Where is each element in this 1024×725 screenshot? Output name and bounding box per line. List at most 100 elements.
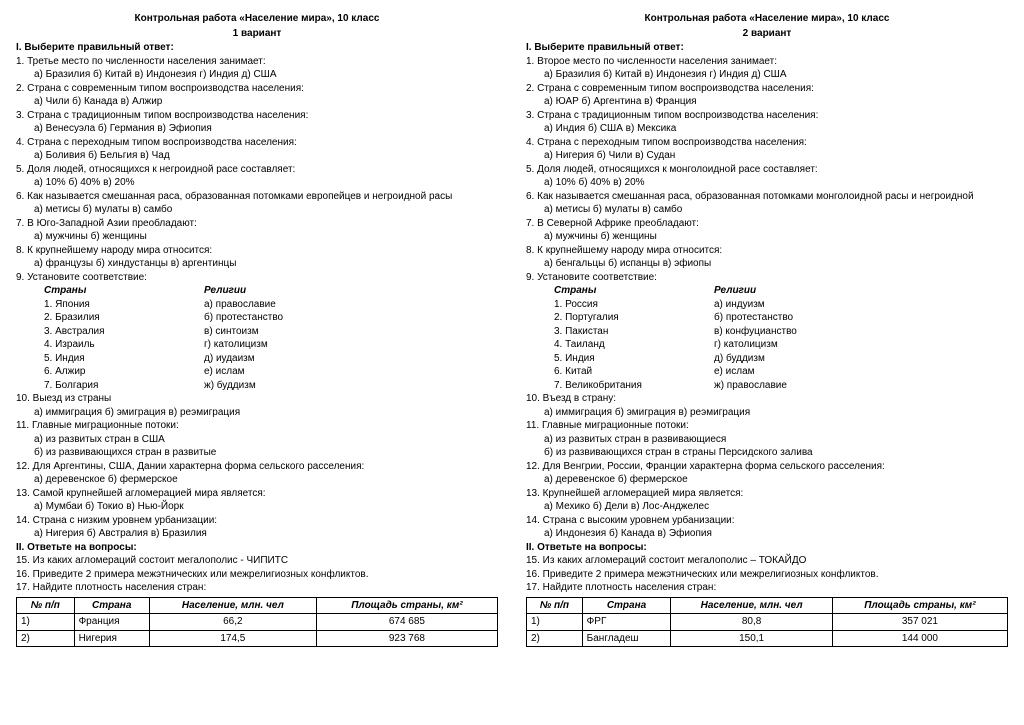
q4: 4. Страна с переходным типом воспроизвод… [16,136,498,150]
table-cell: 923 768 [316,630,497,647]
q11b: б) из развивающихся стран в развитые [16,446,498,460]
q6-opts: а) метисы б) мулаты в) самбо [526,203,1008,217]
variant-1: Контрольная работа «Население мира», 10 … [16,12,498,647]
q5: 5. Доля людей, относящихся к монголоидно… [526,163,1008,177]
q11b: б) из развивающихся стран в страны Перси… [526,446,1008,460]
q8-opts: а) бенгальцы б) испанцы в) эфиопы [526,257,1008,271]
match-row: 5. Индияд) буддизм [526,352,1008,366]
q12-opts: а) деревенское б) фермерское [16,473,498,487]
q10: 10. Выезд из страны [16,392,498,406]
q13: 13. Крупнейшей агломерацией мира являетс… [526,487,1008,501]
subtitle: 1 вариант [16,27,498,41]
q10: 10. Въезд в страну: [526,392,1008,406]
q17: 17. Найдите плотность населения стран: [16,581,498,595]
match-religion: д) иудаизм [204,352,498,366]
q13-opts: а) Мумбаи б) Токио в) Нью-Йорк [16,500,498,514]
q13-opts: а) Мехико б) Дели в) Лос-Анджелес [526,500,1008,514]
table-cell: 174,5 [149,630,316,647]
q7: 7. В Юго-Западной Азии преобладают: [16,217,498,231]
table-row: 2)Нигерия174,5923 768 [17,630,498,647]
match-row: 1. Россияа) индуизм [526,298,1008,312]
match-row: 4. Израильг) католицизм [16,338,498,352]
table-cell: 2) [17,630,75,647]
match-rows-2: 1. Россияа) индуизм2. Португалияб) проте… [526,298,1008,393]
match-row: 6. Алжире) ислам [16,365,498,379]
q14-opts: а) Нигерия б) Австралия в) Бразилия [16,527,498,541]
match-country: 4. Таиланд [526,338,714,352]
q1-opts: а) Бразилия б) Китай в) Индонезия г) Инд… [526,68,1008,82]
table-2: № п/пСтранаНаселение, млн. челПлощадь ст… [526,597,1008,648]
q10-opts: а) иммиграция б) эмиграция в) реэмиграци… [526,406,1008,420]
table-header: Страна [582,597,671,614]
q4-opts: а) Боливия б) Бельгия в) Чад [16,149,498,163]
match-h2: Религии [204,284,498,298]
table-row: 1)Франция66,2674 685 [17,614,498,631]
q14-opts: а) Индонезия б) Канада в) Эфиопия [526,527,1008,541]
table-cell: 144 000 [832,630,1007,647]
match-religion: б) протестанство [204,311,498,325]
q1: 1. Второе место по численности населения… [526,55,1008,69]
table-cell: 2) [527,630,583,647]
match-country: 2. Португалия [526,311,714,325]
q16: 16. Приведите 2 примера межэтнических ил… [526,568,1008,582]
q7-opts: а) мужчины б) женщины [16,230,498,244]
table-header: Население, млн. чел [149,597,316,614]
match-row: 2. Португалияб) протестанство [526,311,1008,325]
q13: 13. Самой крупнейшей агломерацией мира я… [16,487,498,501]
match-religion: ж) православие [714,379,1008,393]
table-1: № п/пСтранаНаселение, млн. челПлощадь ст… [16,597,498,648]
q14: 14. Страна с высоким уровнем урбанизации… [526,514,1008,528]
q8-opts: а) французы б) хиндустанцы в) аргентинцы [16,257,498,271]
table-header: Площадь страны, км² [832,597,1007,614]
q9: 9. Установите соответствие: [16,271,498,285]
q5-opts: а) 10% б) 40% в) 20% [526,176,1008,190]
q11: 11. Главные миграционные потоки: [16,419,498,433]
q12: 12. Для Аргентины, США, Дании характерна… [16,460,498,474]
section-2: II. Ответьте на вопросы: [526,541,1008,555]
match-row: 2. Бразилияб) протестанство [16,311,498,325]
q1-opts: а) Бразилия б) Китай в) Индонезия г) Инд… [16,68,498,82]
section-1: I. Выберите правильный ответ: [526,41,1008,55]
q2: 2. Страна с современным типом воспроизво… [16,82,498,96]
match-religion: а) православие [204,298,498,312]
q3: 3. Страна с традиционным типом воспроизв… [16,109,498,123]
section-2: II. Ответьте на вопросы: [16,541,498,555]
variant-2: Контрольная работа «Население мира», 10 … [526,12,1008,647]
match-country: 7. Болгария [16,379,204,393]
q11a: а) из развитых стран в США [16,433,498,447]
q8: 8. К крупнейшему народу мира относится: [16,244,498,258]
match-religion: г) католицизм [204,338,498,352]
q14: 14. Страна с низким уровнем урбанизации: [16,514,498,528]
q4: 4. Страна с переходным типом воспроизвод… [526,136,1008,150]
match-h1: Страны [526,284,714,298]
match-religion: д) буддизм [714,352,1008,366]
table-cell: 80,8 [671,614,833,631]
match-country: 5. Индия [526,352,714,366]
subtitle: 2 вариант [526,27,1008,41]
q8: 8. К крупнейшему народу мира относится: [526,244,1008,258]
match-religion: а) индуизм [714,298,1008,312]
match-rows-1: 1. Японияа) православие2. Бразилияб) про… [16,298,498,393]
q12: 12. Для Венгрии, России, Франции характе… [526,460,1008,474]
match-country: 5. Индия [16,352,204,366]
table-header: Страна [74,597,149,614]
match-row: 6. Китайе) ислам [526,365,1008,379]
q2-opts: а) Чили б) Канада в) Алжир [16,95,498,109]
q7-opts: а) мужчины б) женщины [526,230,1008,244]
match-country: 3. Австралия [16,325,204,339]
table-cell: Бангладеш [582,630,671,647]
section-1: I. Выберите правильный ответ: [16,41,498,55]
table-row: 1)ФРГ80,8357 021 [527,614,1008,631]
q11a: а) из развитых стран в развивающиеся [526,433,1008,447]
table-cell: Нигерия [74,630,149,647]
q9: 9. Установите соответствие: [526,271,1008,285]
table-header: № п/п [17,597,75,614]
match-country: 6. Китай [526,365,714,379]
match-row: 7. Болгарияж) буддизм [16,379,498,393]
q6-opts: а) метисы б) мулаты в) самбо [16,203,498,217]
table-cell: 357 021 [832,614,1007,631]
match-h1: Страны [16,284,204,298]
table-row: 2)Бангладеш150,1144 000 [527,630,1008,647]
match-row: 7. Великобританияж) православие [526,379,1008,393]
table-header: № п/п [527,597,583,614]
